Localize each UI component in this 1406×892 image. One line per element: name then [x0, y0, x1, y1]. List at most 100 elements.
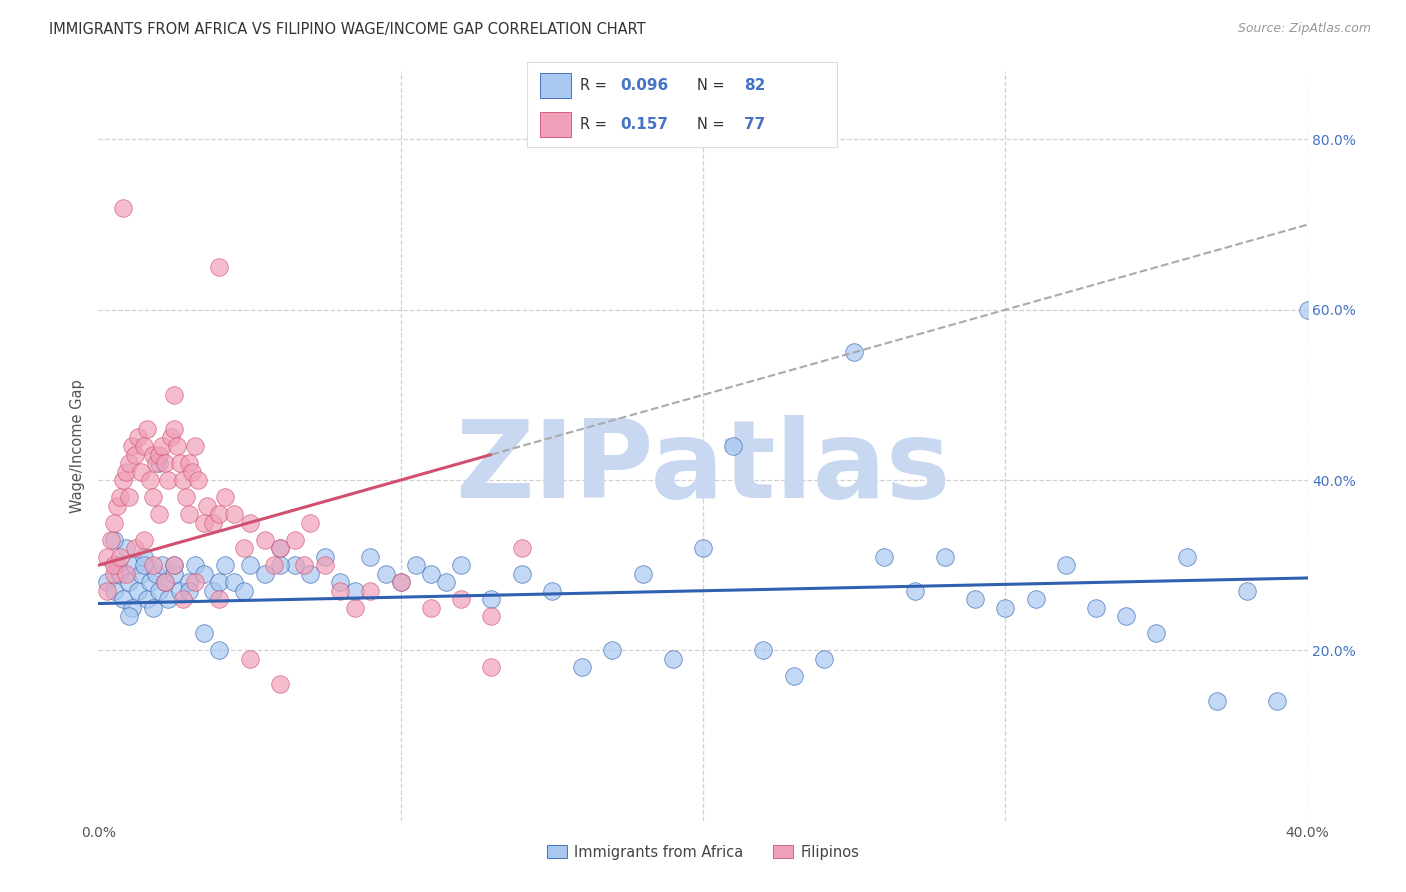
- Point: [145, 456, 167, 470]
- Point: [103, 533, 125, 547]
- Point: [752, 643, 775, 657]
- Point: [299, 516, 322, 530]
- Point: [208, 260, 231, 275]
- Point: [965, 592, 987, 607]
- Point: [148, 456, 170, 470]
- Point: [661, 652, 683, 666]
- Point: [132, 549, 155, 564]
- Text: IMMIGRANTS FROM AFRICA VS FILIPINO WAGE/INCOME GAP CORRELATION CHART: IMMIGRANTS FROM AFRICA VS FILIPINO WAGE/…: [49, 22, 645, 37]
- Text: R =: R =: [579, 117, 616, 132]
- Point: [208, 643, 231, 657]
- Point: [163, 388, 186, 402]
- Point: [114, 566, 136, 581]
- Point: [108, 566, 131, 581]
- Point: [118, 490, 141, 504]
- Point: [142, 448, 165, 462]
- Point: [156, 473, 179, 487]
- Point: [208, 592, 231, 607]
- Point: [114, 541, 136, 556]
- Point: [450, 558, 472, 573]
- Point: [142, 490, 165, 504]
- Point: [844, 345, 866, 359]
- Point: [1175, 549, 1198, 564]
- Point: [510, 566, 533, 581]
- Point: [208, 575, 231, 590]
- Point: [103, 583, 125, 598]
- Point: [284, 533, 307, 547]
- Point: [269, 541, 291, 556]
- Point: [1267, 694, 1289, 708]
- Point: [405, 558, 427, 573]
- Point: [145, 566, 167, 581]
- Point: [100, 533, 122, 547]
- Text: 0.157: 0.157: [620, 117, 668, 132]
- Point: [208, 507, 231, 521]
- Point: [150, 439, 173, 453]
- Point: [1206, 694, 1229, 708]
- Point: [108, 549, 131, 564]
- Point: [105, 499, 128, 513]
- Point: [329, 575, 352, 590]
- Point: [187, 473, 209, 487]
- Point: [1236, 583, 1258, 598]
- Point: [571, 660, 593, 674]
- Point: [160, 430, 183, 444]
- Point: [434, 575, 457, 590]
- Point: [1296, 302, 1319, 317]
- Point: [163, 566, 186, 581]
- Text: Source: ZipAtlas.com: Source: ZipAtlas.com: [1237, 22, 1371, 36]
- Point: [184, 439, 207, 453]
- Point: [193, 516, 215, 530]
- Point: [232, 541, 254, 556]
- Point: [420, 600, 443, 615]
- Point: [1115, 609, 1137, 624]
- Legend: Immigrants from Africa, Filipinos: Immigrants from Africa, Filipinos: [541, 839, 865, 866]
- Point: [195, 499, 218, 513]
- Point: [118, 609, 141, 624]
- Point: [179, 456, 201, 470]
- Point: [360, 583, 382, 598]
- Point: [124, 558, 146, 573]
- Point: [179, 575, 201, 590]
- Point: [202, 516, 225, 530]
- Point: [602, 643, 624, 657]
- Point: [103, 558, 125, 573]
- Point: [174, 490, 197, 504]
- Point: [148, 448, 170, 462]
- Point: [148, 583, 170, 598]
- Point: [783, 669, 806, 683]
- Point: [96, 575, 118, 590]
- Point: [181, 465, 204, 479]
- Point: [481, 609, 503, 624]
- Point: [139, 473, 162, 487]
- Point: [153, 575, 176, 590]
- Point: [172, 592, 194, 607]
- Point: [239, 516, 262, 530]
- Point: [135, 592, 157, 607]
- Point: [163, 422, 186, 436]
- Point: [510, 541, 533, 556]
- Point: [132, 533, 155, 547]
- Point: [118, 575, 141, 590]
- Point: [214, 558, 236, 573]
- Point: [389, 575, 412, 590]
- Point: [269, 558, 291, 573]
- Point: [224, 575, 246, 590]
- Point: [269, 677, 291, 691]
- Point: [263, 558, 285, 573]
- Point: [873, 549, 896, 564]
- Point: [166, 439, 188, 453]
- Point: [169, 456, 191, 470]
- Point: [156, 592, 179, 607]
- Point: [389, 575, 412, 590]
- Y-axis label: Wage/Income Gap: Wage/Income Gap: [70, 379, 86, 513]
- Text: 0.096: 0.096: [620, 78, 668, 93]
- Point: [253, 566, 276, 581]
- FancyBboxPatch shape: [540, 72, 571, 98]
- Point: [139, 575, 162, 590]
- Point: [193, 626, 215, 640]
- Point: [124, 448, 146, 462]
- Text: 77: 77: [744, 117, 765, 132]
- Point: [269, 541, 291, 556]
- Point: [135, 422, 157, 436]
